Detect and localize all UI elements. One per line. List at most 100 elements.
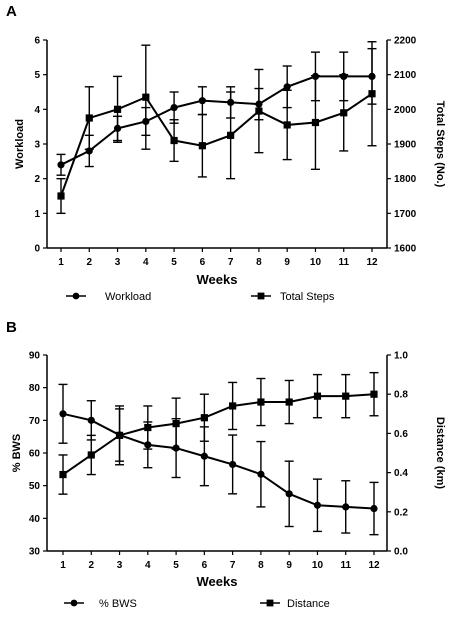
data-point-circle bbox=[229, 460, 237, 469]
right-tick-label: 2100 bbox=[394, 70, 417, 81]
data-point-square bbox=[113, 105, 122, 113]
data-point-circle bbox=[370, 504, 378, 513]
data-point-square bbox=[170, 136, 178, 145]
data-point-circle bbox=[59, 410, 67, 418]
x-axis-title: Weeks bbox=[197, 574, 238, 589]
data-point-circle bbox=[313, 501, 322, 509]
legend-label: Total Steps bbox=[280, 291, 335, 303]
x-tick-label: 8 bbox=[258, 560, 264, 571]
legend-marker-circle bbox=[72, 292, 80, 300]
right-tick-label: 0.0 bbox=[394, 547, 408, 558]
data-point-square bbox=[313, 392, 322, 400]
legend-label: Workload bbox=[105, 291, 151, 303]
legend-marker-circle bbox=[70, 599, 78, 607]
x-tick-label: 6 bbox=[200, 257, 206, 268]
x-tick-label: 2 bbox=[88, 560, 94, 571]
data-point-circle bbox=[342, 503, 350, 511]
data-point-square bbox=[59, 470, 67, 479]
x-tick-label: 11 bbox=[338, 257, 349, 268]
left-tick-label: 50 bbox=[29, 481, 41, 492]
x-tick-label: 7 bbox=[228, 257, 234, 268]
left-axis-title: % BWS bbox=[11, 434, 23, 473]
x-tick-label: 11 bbox=[340, 560, 351, 571]
x-tick-label: 10 bbox=[312, 560, 324, 571]
data-point-square bbox=[229, 402, 237, 410]
right-tick-label: 1600 bbox=[394, 244, 417, 255]
data-point-square bbox=[115, 431, 124, 439]
data-point-square bbox=[172, 420, 180, 428]
data-point-square bbox=[142, 93, 150, 101]
right-tick-label: 1700 bbox=[394, 209, 417, 220]
left-tick-label: 80 bbox=[29, 383, 41, 394]
right-tick-label: 2000 bbox=[394, 105, 417, 116]
data-point-square bbox=[200, 414, 208, 422]
left-tick-label: 3 bbox=[34, 140, 40, 151]
right-tick-label: 2200 bbox=[394, 36, 417, 47]
left-tick-label: 70 bbox=[29, 416, 41, 427]
data-point-square bbox=[311, 118, 320, 127]
x-tick-label: 5 bbox=[171, 257, 177, 268]
x-tick-label: 12 bbox=[368, 560, 380, 571]
legend-marker-square bbox=[266, 599, 274, 607]
x-tick-label: 6 bbox=[202, 560, 208, 571]
x-tick-label: 2 bbox=[86, 257, 92, 268]
left-tick-label: 40 bbox=[29, 514, 41, 525]
data-point-square bbox=[57, 192, 65, 200]
left-tick-label: 2 bbox=[34, 174, 40, 185]
left-tick-label: 60 bbox=[29, 449, 41, 460]
x-tick-label: 4 bbox=[143, 257, 149, 268]
data-point-square bbox=[257, 398, 265, 406]
data-point-square bbox=[87, 451, 95, 459]
x-axis-title: Weeks bbox=[197, 272, 238, 287]
data-point-circle bbox=[200, 452, 208, 460]
data-point-square bbox=[198, 142, 206, 150]
series-line-circle bbox=[60, 75, 372, 166]
right-tick-label: 0.8 bbox=[394, 390, 408, 401]
data-point-square bbox=[368, 90, 376, 98]
data-point-square bbox=[285, 398, 293, 406]
data-point-square bbox=[227, 131, 235, 139]
panel-label: A bbox=[6, 3, 17, 20]
data-point-square bbox=[255, 107, 263, 115]
data-point-circle bbox=[170, 104, 178, 112]
right-tick-label: 0.4 bbox=[394, 468, 408, 479]
data-point-circle bbox=[87, 416, 95, 424]
x-tick-label: 10 bbox=[310, 257, 322, 268]
legend-marker-square bbox=[257, 292, 265, 300]
left-tick-label: 5 bbox=[34, 70, 40, 81]
data-point-circle bbox=[257, 470, 265, 478]
legend-label: Distance bbox=[287, 598, 330, 610]
data-point-circle bbox=[198, 97, 206, 105]
right-tick-label: 1900 bbox=[394, 140, 417, 151]
data-point-square bbox=[283, 121, 291, 129]
data-point-square bbox=[144, 423, 152, 432]
data-point-circle bbox=[57, 161, 65, 169]
right-tick-label: 1800 bbox=[394, 174, 417, 185]
x-tick-label: 3 bbox=[117, 560, 123, 571]
x-tick-label: 9 bbox=[284, 257, 290, 268]
data-point-square bbox=[340, 109, 348, 117]
x-tick-label: 3 bbox=[115, 257, 121, 268]
left-axis-title: Workload bbox=[14, 119, 26, 169]
right-axis-title: Distance (km) bbox=[434, 417, 446, 489]
x-tick-label: 7 bbox=[230, 560, 236, 571]
panel-label: B bbox=[6, 319, 17, 336]
data-point-circle bbox=[285, 490, 293, 498]
legend-label: % BWS bbox=[99, 598, 137, 610]
left-tick-label: 6 bbox=[34, 36, 40, 47]
left-tick-label: 4 bbox=[34, 105, 40, 116]
left-tick-label: 1 bbox=[34, 209, 40, 220]
data-point-square bbox=[370, 390, 378, 398]
data-point-circle bbox=[283, 83, 291, 91]
x-tick-label: 4 bbox=[145, 560, 151, 571]
series-line-square bbox=[60, 92, 373, 197]
right-tick-label: 0.6 bbox=[394, 429, 408, 440]
right-tick-label: 1.0 bbox=[394, 351, 408, 362]
left-tick-label: 90 bbox=[29, 351, 41, 362]
data-point-square bbox=[85, 114, 93, 122]
x-tick-label: 12 bbox=[366, 257, 378, 268]
right-tick-label: 0.2 bbox=[394, 507, 408, 518]
series-line-circle bbox=[62, 412, 375, 510]
x-tick-label: 5 bbox=[173, 560, 179, 571]
